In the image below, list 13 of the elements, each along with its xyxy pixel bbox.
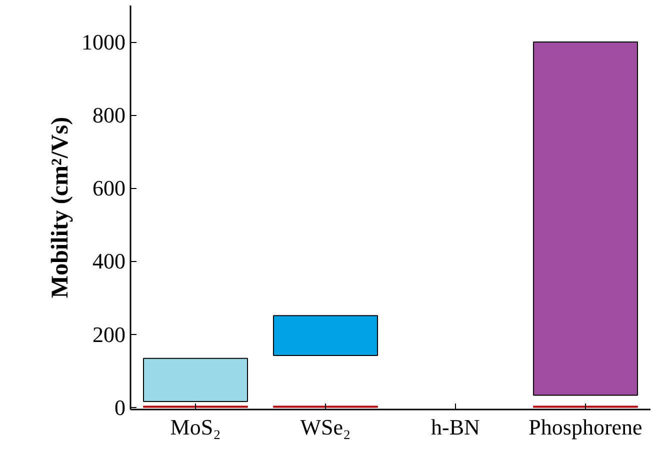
y-tick-label: 200 <box>92 322 126 347</box>
bar <box>273 315 378 356</box>
x-tick-label: Phosphorene <box>528 414 642 440</box>
y-tick-label: 400 <box>92 248 126 274</box>
y-tick-label: 800 <box>92 102 126 128</box>
y-tick-label: 1000 <box>82 30 126 55</box>
y-tick-label: 600 <box>92 176 126 201</box>
x-tick-label: h-BN <box>431 414 480 440</box>
bar <box>533 42 638 396</box>
x-tick-label: WSe₂ <box>300 414 351 440</box>
y-tick-label: 0 <box>114 394 126 420</box>
x-tick-label: MoS₂ <box>170 414 221 440</box>
y-axis-title: Mobility (cm²/Vs) <box>48 116 74 298</box>
